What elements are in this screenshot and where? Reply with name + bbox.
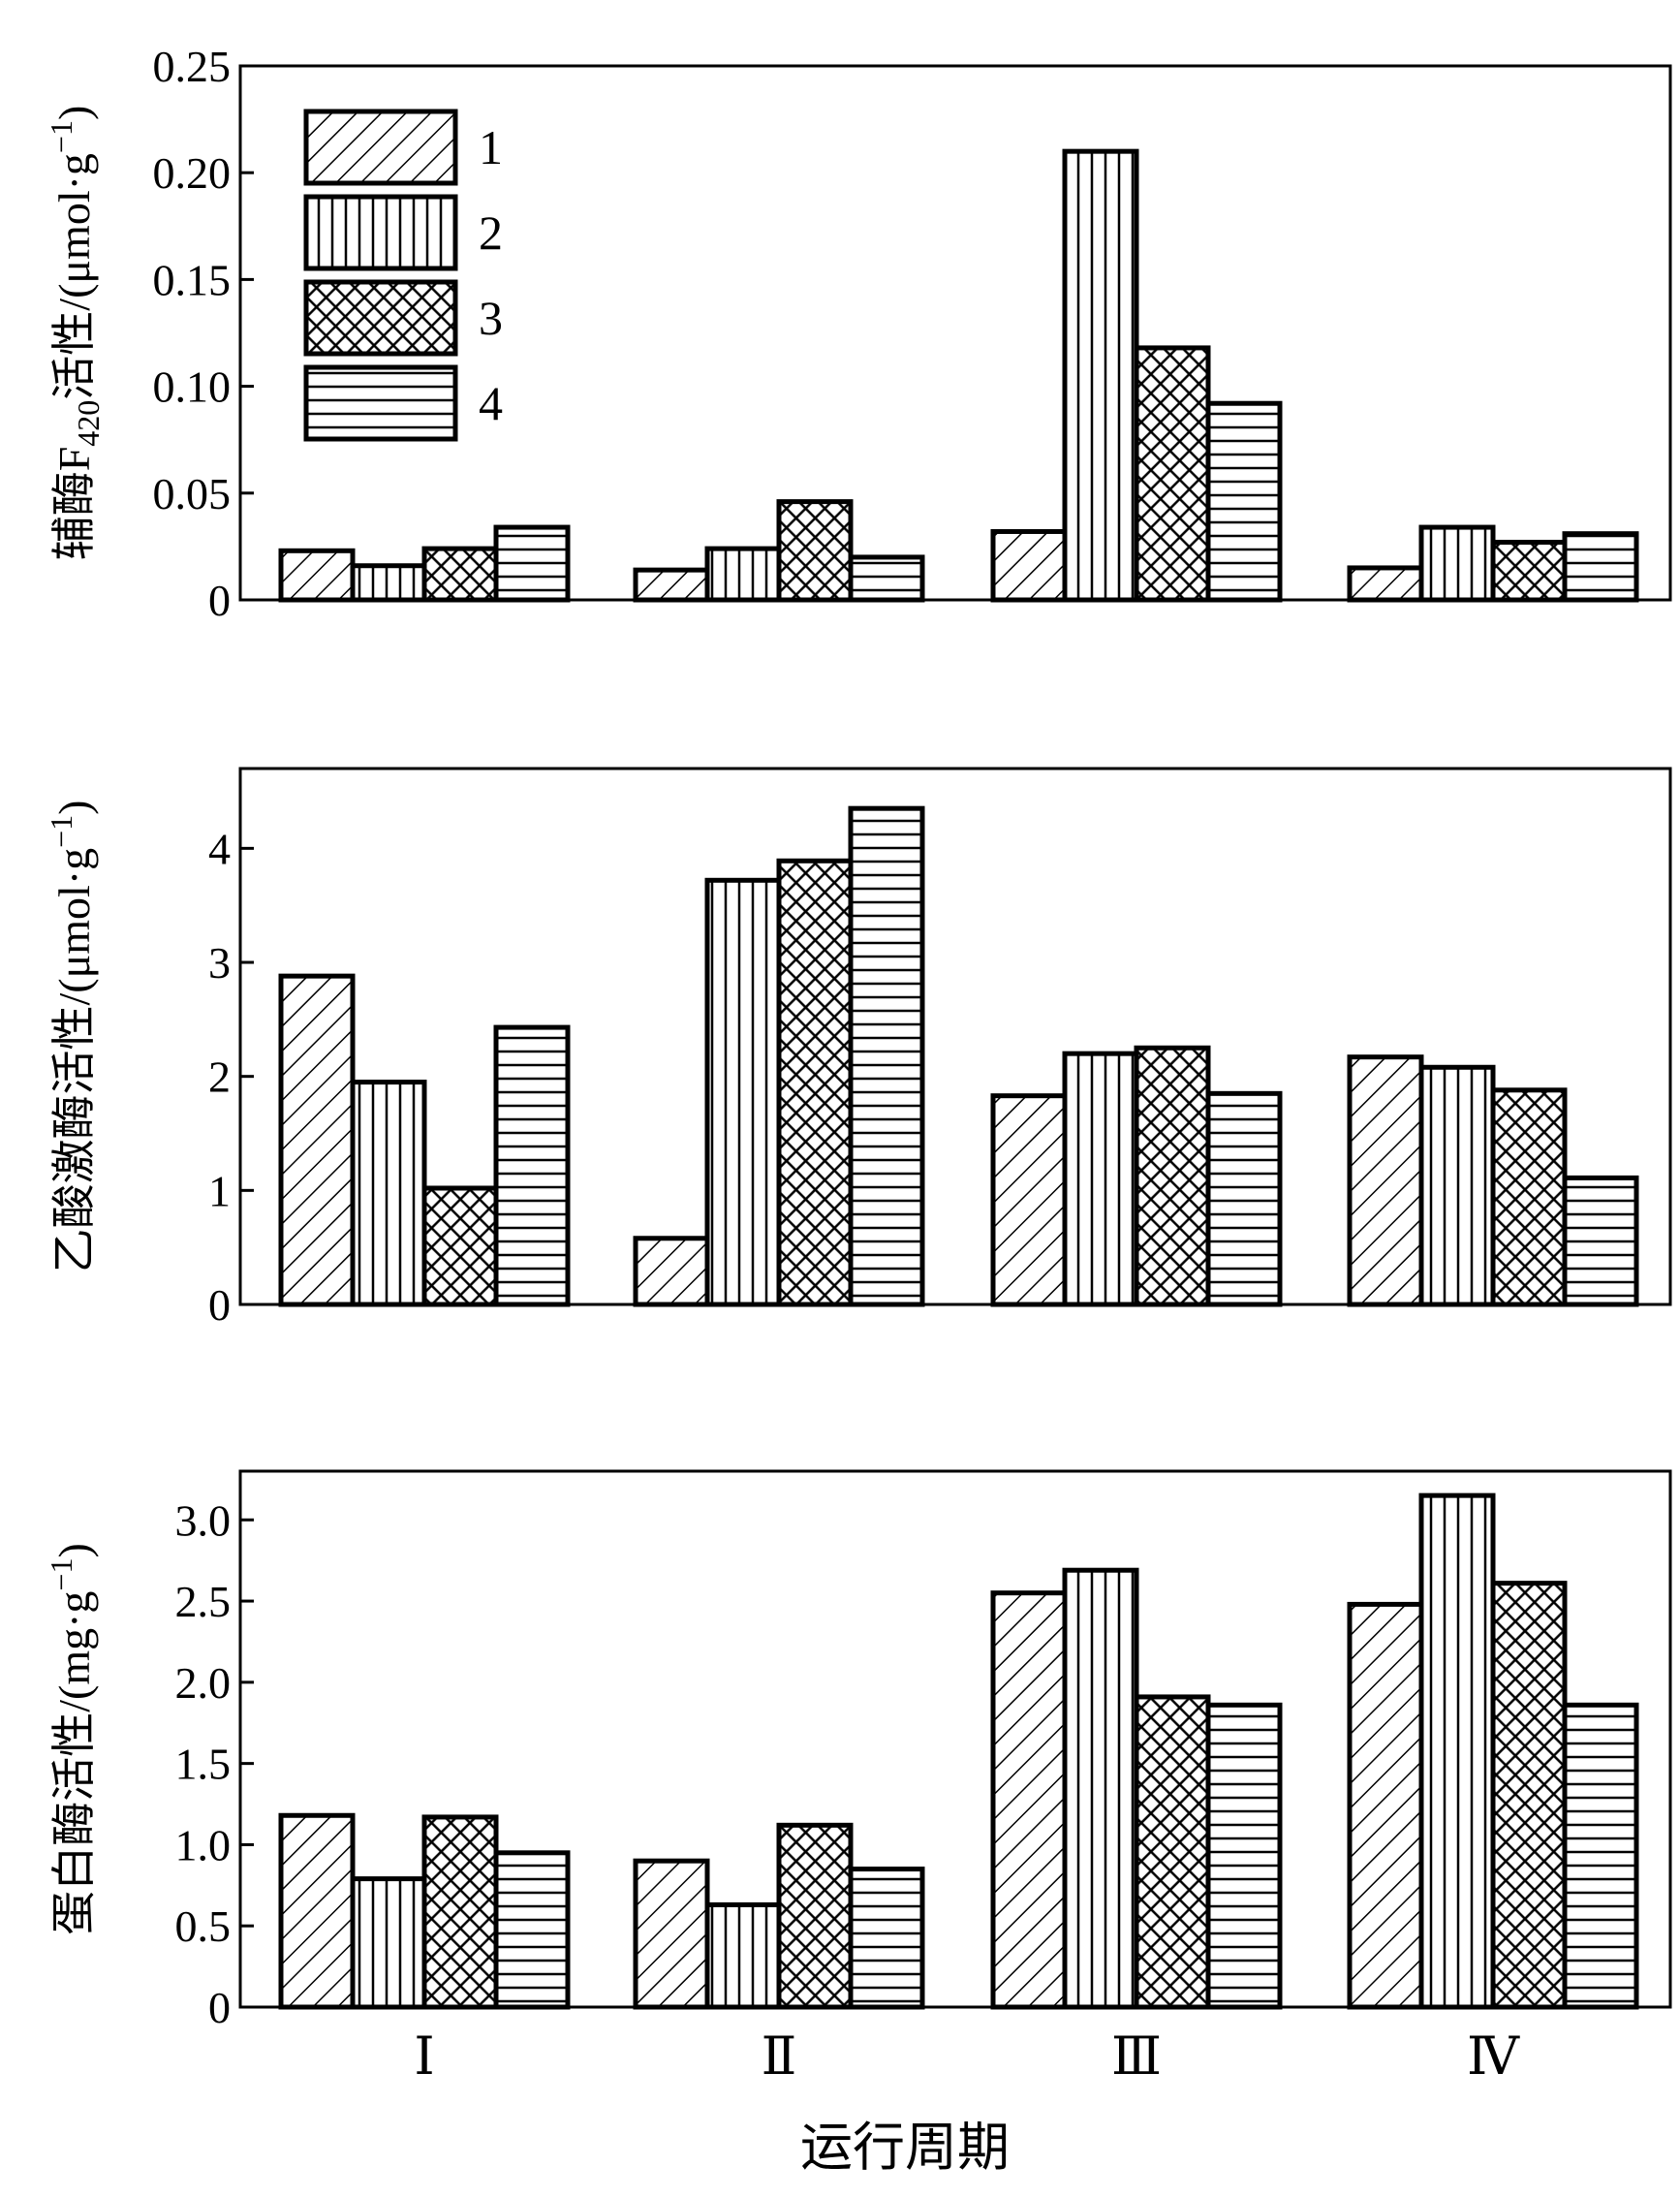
bar-series-3-cat-1 xyxy=(421,546,499,603)
bar-series-4-cat-2 xyxy=(848,1867,925,2010)
y-tick-label: 0 xyxy=(208,576,231,625)
bar-series-2-cat-4 xyxy=(1418,524,1496,603)
plot-frame xyxy=(238,767,1672,1306)
bar-series-3-cat-2 xyxy=(776,858,854,1307)
bar-series-3-cat-3 xyxy=(1134,345,1211,603)
y-tick-label: 0.20 xyxy=(153,148,232,198)
x-tick-label: Ⅳ xyxy=(1467,2027,1520,2086)
legend-label-1: 1 xyxy=(479,120,503,174)
y-tick-label: 2.5 xyxy=(175,1577,232,1626)
bar-series-1-cat-4 xyxy=(1347,1601,1424,2010)
y-tick-label: 2 xyxy=(208,1052,231,1102)
y-tick-label: 3 xyxy=(208,938,231,988)
legend-swatch-3 xyxy=(303,279,458,357)
legend-label-4: 4 xyxy=(479,376,503,430)
y-tick-label: 2.0 xyxy=(175,1658,232,1708)
bar-series-1-cat-2 xyxy=(633,1858,710,2010)
bar-series-4-cat-1 xyxy=(493,1850,571,2010)
bar-series-1-cat-3 xyxy=(990,528,1068,603)
bar-series-4-cat-4 xyxy=(1562,531,1639,603)
bar-series-4-cat-2 xyxy=(848,554,925,603)
bar-series-2-cat-4 xyxy=(1418,1064,1496,1307)
x-axis-title: 运行周期 xyxy=(800,2119,1010,2177)
bar-series-4-cat-1 xyxy=(493,1024,571,1307)
plot-frame xyxy=(238,1469,1672,2009)
bar-series-4-cat-3 xyxy=(1205,1702,1283,2010)
bar-series-3-cat-4 xyxy=(1490,1581,1568,2010)
bar-series-3-cat-3 xyxy=(1134,1045,1211,1307)
bar-series-3-cat-1 xyxy=(421,1814,499,2010)
bar-series-4-cat-1 xyxy=(493,524,571,603)
panel-protease: 0 0.5 1.0 1.5 2.0 2.5 3.0 蛋白酶活性/(mg·g−1) Ⅰ Ⅱ Ⅲ Ⅳ xyxy=(44,1469,1672,2086)
bar-series-2-cat-3 xyxy=(1062,1051,1139,1307)
bar-series-4-cat-2 xyxy=(848,805,925,1307)
bar-series-2-cat-3 xyxy=(1062,1567,1139,2010)
bar-series-2-cat-2 xyxy=(704,546,782,603)
bar-series-3-cat-2 xyxy=(776,1822,854,2010)
legend-swatch-2 xyxy=(303,194,458,271)
bar-series-1-cat-1 xyxy=(278,548,356,603)
bar-series-1-cat-3 xyxy=(990,1590,1068,2010)
y-tick-label: 0.05 xyxy=(153,469,232,518)
y-tick-label: 0 xyxy=(208,1983,231,2032)
x-tick-label: Ⅰ xyxy=(414,2027,434,2086)
bar-series-3-cat-4 xyxy=(1490,1087,1568,1307)
bar-series-4-cat-3 xyxy=(1205,400,1283,603)
legend-swatch-4 xyxy=(303,364,458,442)
bar-series-3-cat-3 xyxy=(1134,1694,1211,2010)
bar-series-3-cat-2 xyxy=(776,499,854,603)
panel-coenzyme-f420: 0 0.05 0.10 0.15 0.20 0.25 辅酶F420活性/(μmol·g−1) xyxy=(44,42,1672,625)
y-tick-label: 0.5 xyxy=(175,1901,232,1951)
y-tick-label: 0 xyxy=(208,1280,231,1330)
y-axis-title: 蛋白酶活性/(mg·g−1) xyxy=(44,1543,99,1935)
legend-swatch-1 xyxy=(303,109,458,186)
y-axis-title: 乙酸激酶活性/(μmol·g−1) xyxy=(44,800,99,1272)
bar-series-1-cat-1 xyxy=(278,973,356,1307)
bar-series-3-cat-1 xyxy=(421,1185,499,1307)
y-tick-label: 1.0 xyxy=(175,1820,232,1869)
legend-label-3: 3 xyxy=(479,291,503,345)
bar-series-1-cat-4 xyxy=(1347,1054,1424,1307)
bar-series-2-cat-3 xyxy=(1062,148,1139,603)
bar-series-4-cat-3 xyxy=(1205,1090,1283,1307)
bar-series-1-cat-3 xyxy=(990,1093,1068,1307)
bar-series-1-cat-4 xyxy=(1347,565,1424,603)
x-tick-label: Ⅲ xyxy=(1111,2027,1162,2086)
bar-series-2-cat-1 xyxy=(350,1080,427,1307)
plot-frame xyxy=(238,64,1672,602)
x-tick-label: Ⅱ xyxy=(762,2027,797,2086)
bar-series-4-cat-4 xyxy=(1562,1175,1639,1307)
y-tick-label: 4 xyxy=(208,824,231,873)
legend-label-2: 2 xyxy=(479,205,503,260)
y-tick-label: 0.15 xyxy=(153,255,232,304)
bar-series-1-cat-2 xyxy=(633,567,710,603)
y-tick-label: 0.25 xyxy=(153,42,232,91)
y-axis-title: 辅酶F420活性/(μmol·g−1) xyxy=(44,106,106,561)
bar-series-1-cat-2 xyxy=(633,1236,710,1307)
bar-series-3-cat-4 xyxy=(1490,539,1568,603)
bar-series-2-cat-4 xyxy=(1418,1492,1496,2010)
y-tick-label: 0.10 xyxy=(153,362,232,412)
y-tick-label: 1.5 xyxy=(175,1740,232,1789)
bar-series-2-cat-1 xyxy=(350,563,427,603)
panel-acetate-kinase: 0 1 2 3 4 乙酸激酶活性/(μmol·g−1) xyxy=(44,767,1672,1330)
y-tick-label: 3.0 xyxy=(175,1495,232,1545)
bar-series-2-cat-2 xyxy=(704,1901,782,2010)
bar-series-2-cat-2 xyxy=(704,877,782,1307)
y-tick-label: 1 xyxy=(208,1166,231,1215)
bar-series-2-cat-1 xyxy=(350,1876,427,2010)
legend: 1 2 3 4 xyxy=(303,109,503,442)
bar-series-4-cat-4 xyxy=(1562,1702,1639,2010)
bar-series-1-cat-1 xyxy=(278,1812,356,2010)
